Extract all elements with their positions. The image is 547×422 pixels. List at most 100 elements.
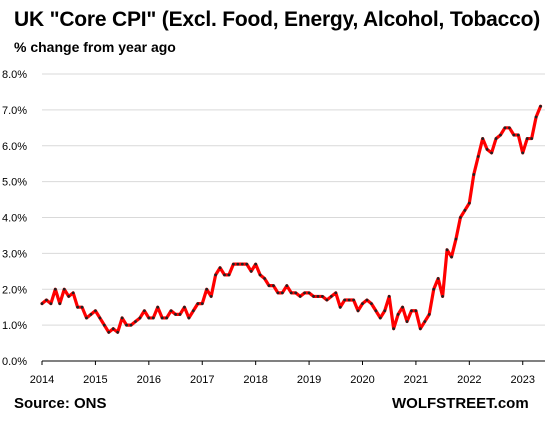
data-point [174,312,177,316]
data-point [396,312,400,316]
data-point [165,316,169,320]
data-point [71,291,75,295]
data-point [378,316,382,320]
data-point [102,323,106,327]
data-point [383,309,387,313]
data-point [227,273,231,277]
data-point [98,316,102,320]
chart-title: UK "Core CPI" (Excl. Food, Energy, Alcoh… [14,8,541,31]
data-point [200,302,204,305]
data-point [187,316,191,320]
data-point [169,309,173,313]
data-point [223,273,226,277]
data-point [62,287,66,291]
y-tick-label: 8.0% [2,69,27,81]
data-point [147,316,151,320]
data-point [254,262,258,266]
data-point [481,137,485,140]
gridlines [42,73,545,326]
data-point [160,316,164,320]
chart-subtitle: % change from year ago [14,39,176,55]
brand-watermark: WOLFSTREET.com [392,395,529,412]
data-point [499,133,502,137]
y-axis-tick-labels: 0.0% 1.0% 2.0% 3.0% 4.0% 5.0% 6.0% 7.0% 8.0% [2,69,27,368]
data-point [267,284,271,288]
data-point [240,262,244,266]
data-point [450,255,453,259]
data-point [454,237,458,241]
data-point [85,316,88,320]
data-point [138,316,142,320]
source-note: Source: ONS [14,395,107,412]
data-point [232,262,235,266]
data-point [445,248,449,252]
data-point [463,208,467,212]
data-point [539,104,542,108]
data-point [276,291,280,295]
data-point [294,291,298,295]
data-point [525,137,529,140]
x-tick-label: 2020 [350,374,374,386]
x-tick-label: 2014 [30,374,54,386]
x-tick-label: 2019 [297,374,321,386]
data-point [196,302,200,305]
data-point [249,269,253,273]
data-point [356,309,360,313]
x-tick-label: 2022 [457,374,481,386]
data-point [329,295,333,298]
data-point [80,305,84,309]
data-point [191,309,195,313]
data-point [530,137,534,140]
data-point [321,295,324,298]
data-point [476,155,480,158]
data-point [352,298,355,302]
data-point [334,291,338,295]
data-point [303,291,307,295]
data-point [521,151,525,155]
data-point [410,309,413,313]
data-point [40,302,44,305]
data-point [343,298,347,302]
data-point [49,302,53,305]
data-point [285,284,289,288]
data-point [236,262,240,266]
data-point [142,309,146,313]
data-point [512,133,516,137]
x-tick-label: 2015 [83,374,107,386]
data-point [120,316,124,320]
data-point [467,201,471,205]
x-tick-label: 2016 [137,374,161,386]
data-point [361,302,364,305]
data-point [316,295,320,298]
data-point [307,291,311,295]
data-point [67,295,71,298]
data-point [272,284,275,288]
data-point [116,330,120,334]
data-point [312,295,315,298]
data-point [298,295,302,298]
y-tick-label: 2.0% [2,284,27,296]
data-point [156,305,160,309]
data-point [338,305,342,309]
data-point [418,327,422,331]
data-point [178,312,182,316]
y-tick-label: 4.0% [2,213,27,225]
y-tick-label: 1.0% [2,320,27,332]
data-point [76,305,80,309]
data-point [387,295,391,298]
data-point [392,327,396,331]
x-tick-label: 2021 [404,374,428,386]
data-point [111,327,115,331]
data-point [423,320,427,323]
y-tick-label: 5.0% [2,177,27,189]
data-point [183,305,186,309]
data-point [441,295,445,298]
data-point [45,298,48,302]
data-point [205,287,209,291]
data-point [472,173,476,176]
data-point [534,115,538,119]
data-point [280,291,284,295]
data-point [516,133,520,137]
x-tick-label: 2018 [243,374,267,386]
y-tick-label: 3.0% [2,248,27,260]
